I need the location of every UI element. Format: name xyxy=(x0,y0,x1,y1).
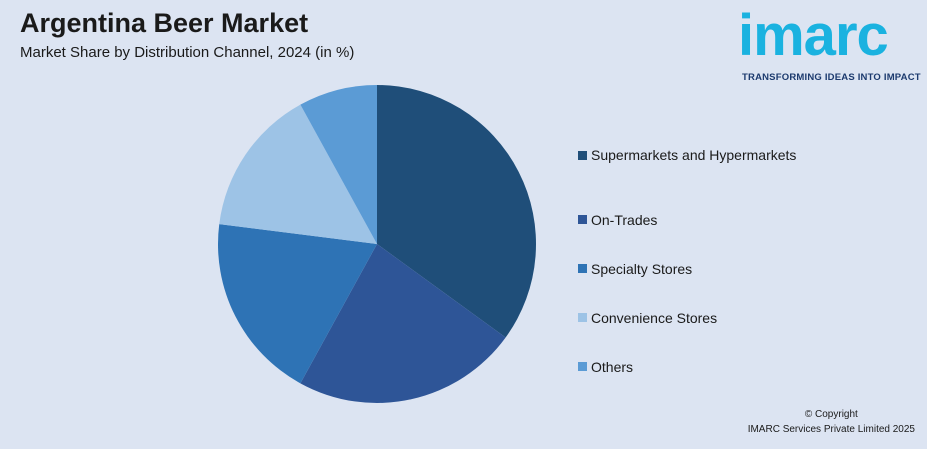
legend-swatch xyxy=(578,313,587,322)
logo-tagline: TRANSFORMING IDEAS INTO IMPACT xyxy=(742,72,921,83)
pie-slice-convenience-stores xyxy=(219,104,377,244)
legend-label: Others xyxy=(591,358,634,375)
legend-item: Others xyxy=(578,342,796,391)
legend-swatch xyxy=(578,215,587,224)
legend-label: Specialty Stores xyxy=(591,260,693,277)
legend-item: Convenience Stores xyxy=(578,293,796,342)
chart-title: Argentina Beer Market xyxy=(20,8,309,38)
legend-swatch xyxy=(578,362,587,371)
copyright-line1: © Copyright xyxy=(804,409,858,420)
pie-slice-on-trades xyxy=(300,244,506,403)
legend-label: Supermarkets and Hypermarkets xyxy=(591,147,797,163)
logo-wordmark: imarc xyxy=(738,3,889,68)
chart-subtitle: Market Share by Distribution Channel, 20… xyxy=(20,44,355,61)
copyright: © Copyright IMARC Services Private Limit… xyxy=(748,407,915,437)
copyright-line2: IMARC Services Private Limited 2025 xyxy=(747,424,915,435)
legend-label: Convenience Stores xyxy=(591,309,718,326)
imarc-logo: imarc TRANSFORMING IDEAS INTO IMPACT xyxy=(738,4,922,88)
legend-swatch xyxy=(578,264,587,273)
pie-slice-others xyxy=(300,85,377,244)
pie-slice-specialty-stores xyxy=(218,224,377,384)
pie-slice-supermarkets-and-hypermarkets xyxy=(377,85,536,338)
legend-item: Specialty Stores xyxy=(578,244,796,293)
legend-swatch xyxy=(578,150,587,160)
legend-item: On-Trades xyxy=(578,195,796,244)
legend-item: Supermarkets and Hypermarkets xyxy=(578,146,796,164)
legend-label: On-Trades xyxy=(591,211,658,228)
legend: Supermarkets and Hypermarkets On-Trades … xyxy=(578,146,796,391)
